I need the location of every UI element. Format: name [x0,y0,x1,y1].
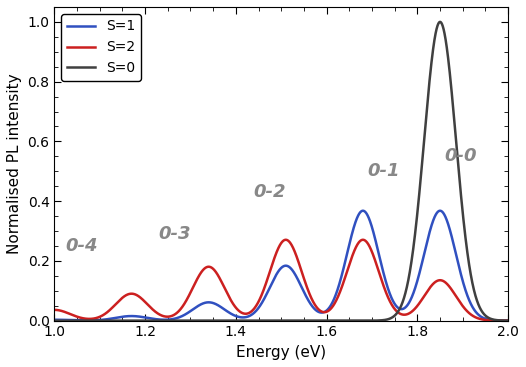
S=1 [390,299,396,303]
S=1 [424,238,431,242]
Line: S=0: S=0 [54,22,508,321]
S=2 [134,293,140,297]
S=1 [323,308,330,313]
S=0 [390,315,396,319]
S=0 [346,319,352,323]
S=2 [505,319,511,323]
Text: 0-0: 0-0 [444,147,477,165]
Legend: S=1, S=2, S=0: S=1, S=2, S=0 [62,14,140,81]
Text: 0-3: 0-3 [158,225,191,243]
Line: S=2: S=2 [54,240,508,321]
S=0 [51,319,57,323]
X-axis label: Energy (eV): Energy (eV) [236,345,326,360]
Line: S=1: S=1 [54,211,508,321]
Y-axis label: Normalised PL intensity: Normalised PL intensity [7,73,22,254]
S=1 [134,314,140,319]
S=0 [437,20,443,24]
S=2 [360,237,366,242]
S=1 [51,317,57,322]
S=2 [424,289,431,293]
S=0 [424,101,431,105]
S=1 [346,242,352,246]
S=1 [225,309,231,314]
S=0 [505,319,511,323]
S=1 [360,208,366,213]
Text: 0-1: 0-1 [367,162,400,180]
S=2 [390,305,396,309]
S=0 [323,319,330,323]
S=0 [134,319,140,323]
S=2 [225,292,231,297]
S=2 [346,262,352,266]
S=2 [51,308,57,312]
S=2 [323,310,330,314]
Text: 0-4: 0-4 [65,237,98,255]
S=1 [505,319,511,323]
S=0 [225,319,231,323]
Text: 0-2: 0-2 [254,183,286,201]
